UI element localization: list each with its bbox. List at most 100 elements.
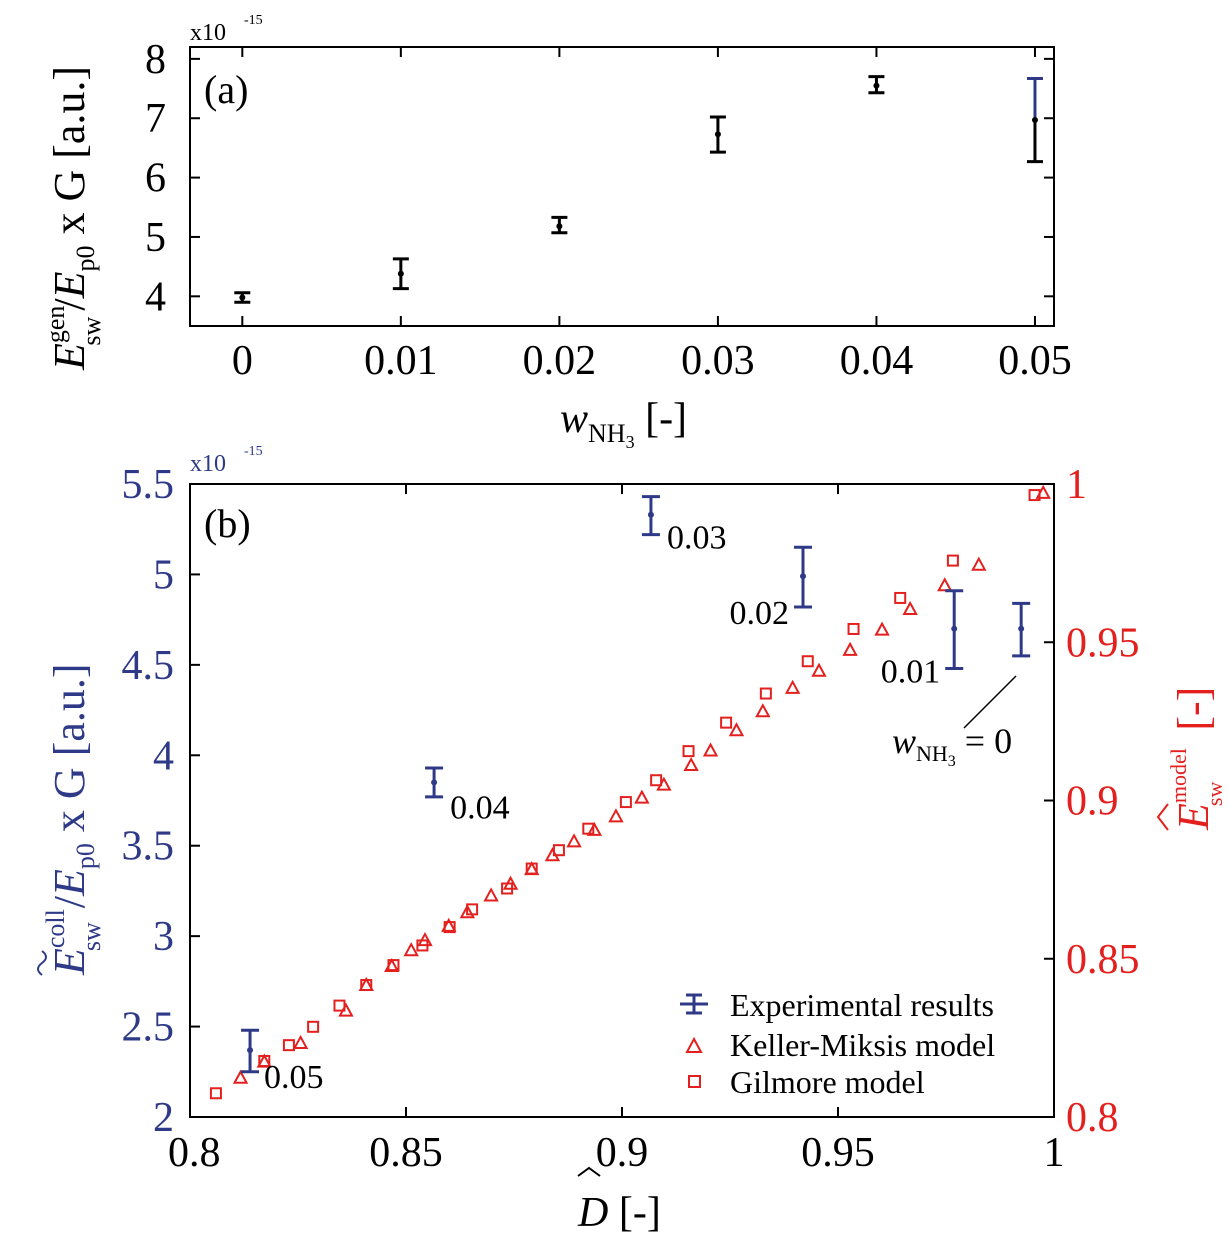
gilmore-point xyxy=(946,554,959,567)
keller-miksis-point xyxy=(874,621,890,636)
panel-a-errorbars xyxy=(234,75,1043,304)
y-tick-label: 4 xyxy=(153,733,174,779)
data-point xyxy=(714,131,721,138)
gilmore-point xyxy=(525,862,538,875)
gilmore-point xyxy=(1028,489,1041,502)
panel-a-ylabel-sub2: p0 xyxy=(71,246,100,272)
panel-b-frame xyxy=(189,483,1055,1118)
gilmore-point xyxy=(501,882,514,895)
keller-miksis-point xyxy=(683,756,699,772)
x-tick-label: 0.03 xyxy=(681,338,755,384)
data-point xyxy=(239,294,246,301)
legend-experimental-label: Experimental results xyxy=(730,987,994,1023)
keller-miksis-point xyxy=(232,1069,249,1084)
panel-b-exponent: x10 -15 xyxy=(190,444,263,477)
keller-miksis-point xyxy=(634,789,650,804)
keller-miksis-point xyxy=(971,556,987,571)
x-tick-label: 0.95 xyxy=(801,1130,875,1176)
panel-b: x10 -15 (b) 0.8 0.85 0.9 0.95 122.533.544.55… xyxy=(37,444,1227,1236)
experimental-errorbar xyxy=(425,766,444,799)
errorbar xyxy=(234,291,251,304)
panel-a-exponent: x10 -15 xyxy=(190,13,263,46)
panel-b-model-markers xyxy=(209,484,1051,1100)
data-point xyxy=(556,223,563,230)
panel-b-ylabel-slash: / xyxy=(45,895,94,908)
panel-b-annotation-main: w xyxy=(892,721,916,761)
point-label: 0.01 xyxy=(881,654,941,691)
gilmore-point xyxy=(682,745,695,758)
legend-gilmore-label: Gilmore model xyxy=(730,1064,925,1100)
y-tick-label: 7 xyxy=(145,96,166,142)
panel-a-ylabel-sub: sw xyxy=(77,316,106,345)
errorbar xyxy=(392,257,409,291)
panel-b-ylabel-tilde xyxy=(37,950,47,976)
keller-miksis-point xyxy=(403,942,419,957)
panel-b-xlabel-main: D xyxy=(577,1190,608,1236)
panel-a: x10 -15 (a) 0 0.01 0.02 0.03 0.04 0.05 4 5 6 7 8 w… xyxy=(41,13,1072,452)
keller-miksis-point xyxy=(586,821,603,836)
legend-square-marker xyxy=(688,1075,701,1088)
y2-tick-label: 0.95 xyxy=(1066,620,1140,666)
gilmore-point xyxy=(387,959,400,972)
panel-b-y2label: Emodel sw [-] xyxy=(1156,687,1227,831)
y-tick-label: 5 xyxy=(145,215,166,261)
legend-keller-miksis-label: Keller-Miksis model xyxy=(730,1027,995,1063)
keller-miksis-point xyxy=(483,887,499,902)
panel-a-label: (a) xyxy=(204,67,248,112)
gilmore-point xyxy=(582,822,595,835)
keller-miksis-point xyxy=(937,577,953,592)
y-tick-label: 8 xyxy=(145,37,166,83)
legend-item-experimental: Experimental results xyxy=(680,987,994,1023)
panel-b-xlabel-suffix: [-] xyxy=(608,1190,660,1236)
experimental-point xyxy=(431,779,438,786)
gilmore-point xyxy=(619,796,632,809)
legend-triangle-marker xyxy=(685,1036,703,1053)
panel-a-ylabel-e2: E xyxy=(45,271,94,299)
gilmore-point xyxy=(282,1039,295,1052)
gilmore-point xyxy=(720,716,733,729)
y2-tick-label: 1 xyxy=(1066,462,1087,508)
point-label: 0.03 xyxy=(667,520,727,557)
x-tick-label: 0 xyxy=(232,338,253,384)
data-point xyxy=(873,82,880,89)
data-point xyxy=(397,270,404,277)
keller-miksis-point xyxy=(728,722,745,737)
panel-b-annotation-sub2: 3 xyxy=(948,753,956,770)
keller-miksis-point xyxy=(811,662,827,677)
panel-b-y2label-e: E xyxy=(1169,803,1218,831)
panel-b-annotation-suffix: = 0 xyxy=(956,721,1012,761)
panel-a-ylabel-e: E xyxy=(45,343,94,371)
panel-a-xlabel-sub: NH xyxy=(588,419,626,448)
keller-miksis-point xyxy=(656,776,672,791)
panel-a-tick-labels: 0 0.01 0.02 0.03 0.04 0.05 4 5 6 7 8 xyxy=(145,37,1072,384)
x-tick-label: 0.9 xyxy=(596,1130,649,1176)
keller-miksis-point xyxy=(902,600,918,616)
panel-b-xlabel-hat xyxy=(577,1166,601,1177)
gilmore-point xyxy=(847,622,860,635)
gilmore-point xyxy=(333,999,346,1012)
gilmore-point xyxy=(443,921,456,934)
svg-text:D [-]: D [-] xyxy=(577,1190,661,1236)
errorbar xyxy=(551,215,568,235)
panel-b-ylabel-sub2: p0 xyxy=(71,843,100,869)
panel-b-exponent-base: x10 xyxy=(190,451,226,477)
gilmore-point xyxy=(258,1054,271,1067)
panel-a-exponent-power: -15 xyxy=(244,13,263,28)
panel-b-xlabel: D [-] xyxy=(577,1166,661,1236)
experimental-errorbar xyxy=(794,545,813,609)
experimental-point xyxy=(647,511,654,518)
experimental-errorbar xyxy=(945,589,964,670)
panel-a-ylabel-sup: gen xyxy=(41,306,70,344)
y2-tick-label: 0.8 xyxy=(1066,1095,1119,1141)
gilmore-point xyxy=(307,1020,320,1033)
y-tick-label: 2.5 xyxy=(122,1005,175,1051)
panel-b-errorbars xyxy=(241,495,1031,1074)
panel-a-xlabel-suffix: [-] xyxy=(635,396,687,442)
experimental-errorbar xyxy=(1012,601,1031,658)
panel-b-exponent-power: -15 xyxy=(244,444,263,459)
panel-b-legend: Experimental results Keller-Miksis model… xyxy=(680,987,995,1100)
x-tick-label: 0.8 xyxy=(168,1130,221,1176)
